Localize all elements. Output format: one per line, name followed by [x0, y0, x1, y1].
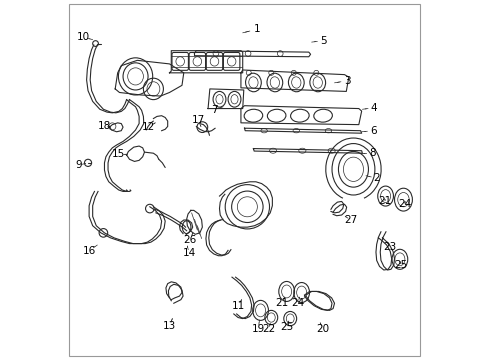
Text: 19: 19 — [251, 324, 264, 334]
Text: 20: 20 — [316, 324, 329, 334]
Text: 18: 18 — [98, 121, 111, 131]
Text: 5: 5 — [319, 36, 325, 46]
Text: 25: 25 — [393, 260, 407, 270]
Text: 7: 7 — [210, 105, 217, 115]
Text: 22: 22 — [262, 324, 275, 334]
Text: 9: 9 — [75, 160, 81, 170]
Text: 24: 24 — [397, 199, 410, 209]
Text: 25: 25 — [280, 322, 293, 332]
Text: 27: 27 — [344, 215, 357, 225]
Text: 6: 6 — [369, 126, 376, 136]
Text: 15: 15 — [112, 149, 125, 159]
Text: 17: 17 — [191, 115, 204, 125]
Text: 16: 16 — [82, 246, 96, 256]
Text: 3: 3 — [344, 76, 350, 86]
Text: 23: 23 — [383, 242, 396, 252]
Text: 21: 21 — [275, 298, 288, 308]
Text: 13: 13 — [163, 321, 176, 332]
Text: 26: 26 — [183, 235, 197, 245]
Text: 8: 8 — [368, 148, 375, 158]
Text: 12: 12 — [142, 122, 155, 132]
Text: 2: 2 — [373, 173, 379, 183]
Text: 21: 21 — [377, 197, 390, 206]
Text: 24: 24 — [291, 298, 304, 308]
Text: 4: 4 — [370, 103, 376, 113]
Text: 14: 14 — [182, 248, 195, 258]
Text: 11: 11 — [231, 301, 244, 311]
Text: 1: 1 — [253, 24, 260, 34]
Text: 10: 10 — [76, 32, 89, 42]
